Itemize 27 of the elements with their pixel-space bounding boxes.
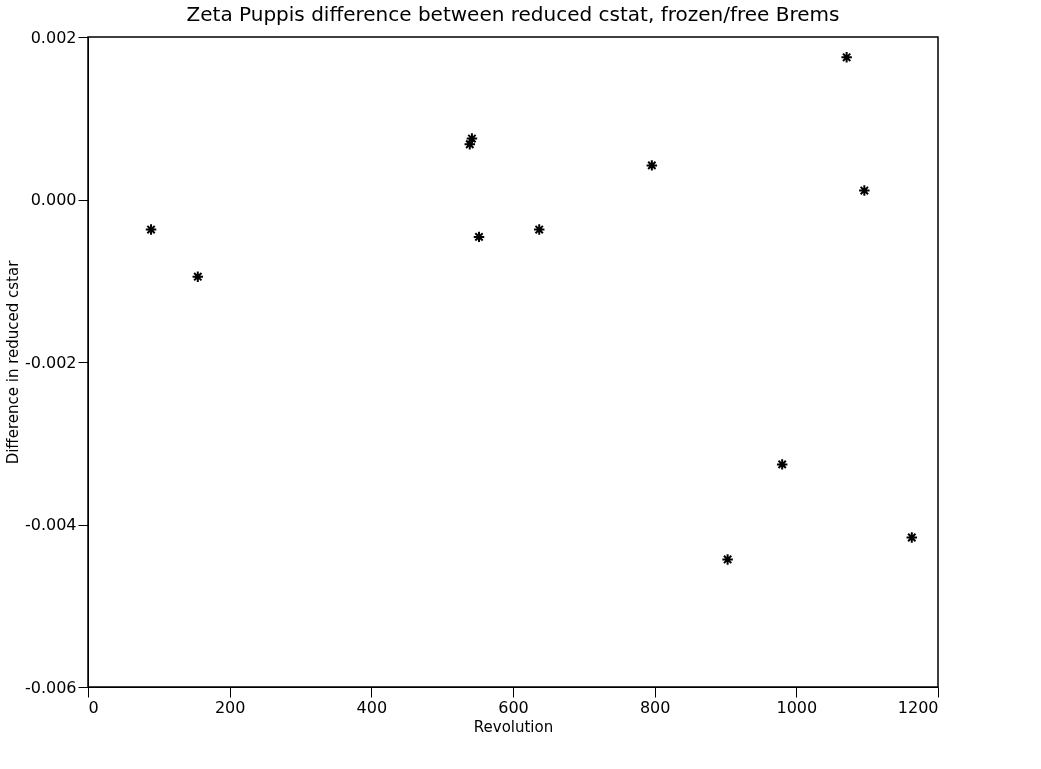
point	[463, 138, 477, 151]
x-tick-label: 600	[498, 697, 529, 717]
x-tick-label: 800	[639, 697, 671, 717]
point	[144, 223, 158, 236]
point	[191, 270, 205, 283]
x-tick-label: 0	[88, 697, 99, 717]
point	[465, 132, 479, 145]
point	[721, 553, 734, 566]
x-tick-label: 200	[214, 697, 246, 717]
x-tick-label: 400	[356, 697, 388, 717]
point	[472, 230, 486, 244]
point	[775, 458, 789, 471]
x-tick-label: 1000	[776, 697, 818, 717]
y-axis-title: Difference in reduced cstar	[3, 259, 22, 465]
y-tick-label: -0.004	[24, 515, 77, 534]
x-tick-label: 1200	[897, 697, 939, 717]
point	[858, 184, 871, 197]
x-axis-title: Revolution	[473, 717, 554, 736]
y-tick-label: -0.002	[24, 352, 77, 372]
point	[905, 531, 919, 544]
point	[532, 223, 546, 236]
point	[645, 159, 659, 172]
y-tick-label: -0.006	[24, 677, 77, 697]
chart-title: Zeta Puppis difference between reduced cstat, frozen/free Brems	[186, 2, 840, 26]
y-tick-label: 0.002	[30, 27, 77, 47]
y-tick-label: 0.000	[30, 190, 77, 209]
point	[840, 51, 853, 64]
